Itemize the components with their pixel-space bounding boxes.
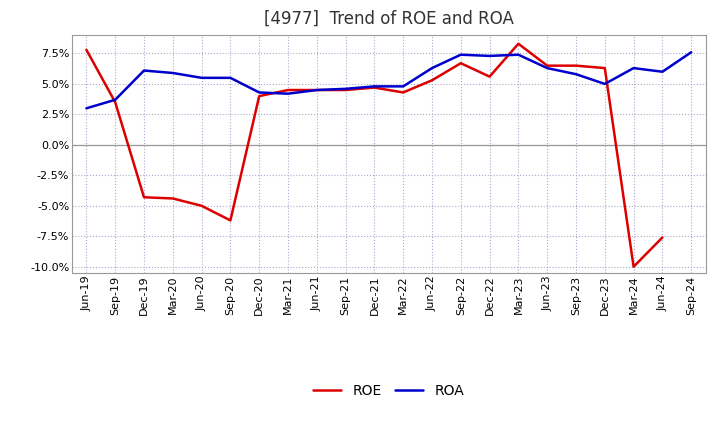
ROE: [543, 63, 552, 68]
ROA: [514, 52, 523, 57]
ROA: [284, 91, 292, 96]
ROA: [370, 84, 379, 89]
ROE: [312, 88, 321, 93]
ROE: [341, 88, 350, 93]
ROA: [399, 84, 408, 89]
ROA: [485, 53, 494, 59]
ROE: [168, 196, 177, 201]
Line: ROA: ROA: [86, 52, 691, 108]
Legend: ROE, ROA: ROE, ROA: [308, 378, 469, 403]
ROA: [687, 50, 696, 55]
ROE: [514, 41, 523, 46]
ROA: [572, 72, 580, 77]
ROA: [629, 66, 638, 71]
ROE: [370, 85, 379, 90]
ROA: [428, 66, 436, 71]
ROE: [629, 264, 638, 269]
ROE: [572, 63, 580, 68]
Line: ROE: ROE: [86, 44, 662, 267]
ROE: [284, 88, 292, 93]
ROA: [600, 81, 609, 87]
ROE: [456, 61, 465, 66]
ROE: [428, 77, 436, 83]
ROE: [399, 90, 408, 95]
ROA: [658, 69, 667, 74]
ROA: [312, 88, 321, 93]
ROE: [485, 74, 494, 79]
ROE: [226, 218, 235, 223]
Title: [4977]  Trend of ROE and ROA: [4977] Trend of ROE and ROA: [264, 10, 514, 28]
ROE: [82, 47, 91, 52]
ROA: [341, 86, 350, 92]
ROA: [255, 90, 264, 95]
ROE: [600, 66, 609, 71]
ROE: [197, 203, 206, 209]
ROA: [226, 75, 235, 81]
ROE: [111, 99, 120, 105]
ROE: [255, 93, 264, 99]
ROA: [456, 52, 465, 57]
ROA: [543, 66, 552, 71]
ROA: [168, 70, 177, 76]
ROE: [140, 194, 148, 200]
ROA: [197, 75, 206, 81]
ROA: [111, 97, 120, 103]
ROA: [82, 106, 91, 111]
ROE: [658, 235, 667, 240]
ROA: [140, 68, 148, 73]
